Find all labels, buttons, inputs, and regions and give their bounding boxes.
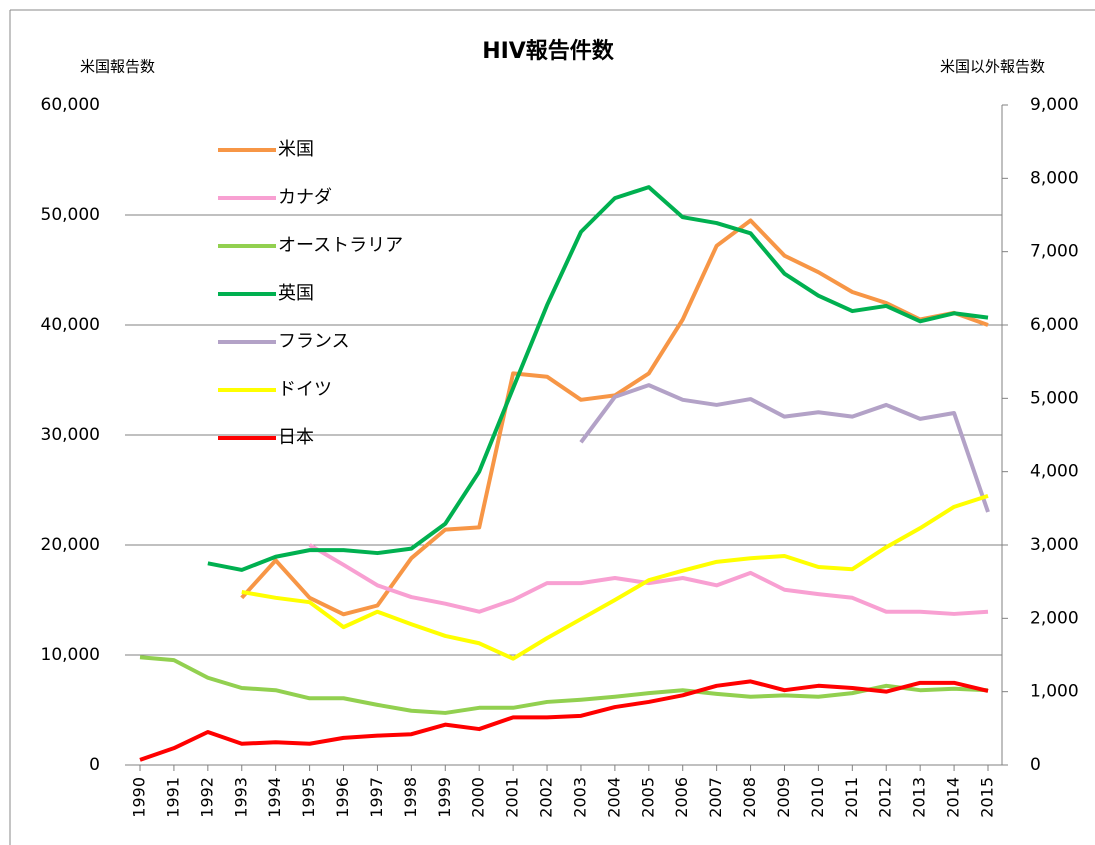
x-tick-label: 2013 xyxy=(910,777,929,818)
x-tick-label: 2004 xyxy=(604,777,623,818)
x-tick-label: 1994 xyxy=(265,777,284,818)
y-tick-label: 50,000 xyxy=(41,205,100,225)
y2-tick-label: 1,000 xyxy=(1030,682,1079,702)
series-line xyxy=(579,383,990,513)
y-tick-label: 30,000 xyxy=(41,425,100,445)
y-tick-label: 40,000 xyxy=(41,315,100,335)
y2-tick-label: 6,000 xyxy=(1030,315,1079,335)
x-tick-label: 2015 xyxy=(978,777,997,818)
y2-axis-title: 米国以外報告数 xyxy=(940,58,1045,76)
x-tick-label: 2011 xyxy=(842,777,861,818)
legend-label: 英国 xyxy=(278,283,314,304)
x-tick-label: 2010 xyxy=(808,777,827,818)
legend-label: フランス xyxy=(278,331,350,352)
chart-title: HIV報告件数 xyxy=(482,38,615,64)
y-axis-title: 米国報告数 xyxy=(80,58,155,76)
x-tick-label: 1991 xyxy=(163,777,182,818)
x-tick-label: 2000 xyxy=(469,777,488,818)
x-tick-label: 1996 xyxy=(333,777,352,818)
series-line xyxy=(139,655,989,715)
legend-label: 日本 xyxy=(278,427,314,448)
y-tick-label: 0 xyxy=(89,755,100,775)
x-tick-label: 2009 xyxy=(774,777,793,818)
x-tick-label: 1995 xyxy=(299,777,318,818)
y2-tick-label: 9,000 xyxy=(1030,95,1079,115)
x-tick-label: 1998 xyxy=(401,777,420,818)
legend-label: 米国 xyxy=(278,139,314,160)
y2-tick-label: 7,000 xyxy=(1030,242,1079,262)
legend-label: ドイツ xyxy=(278,379,332,400)
x-tick-label: 2008 xyxy=(740,777,759,818)
x-tick-label: 2014 xyxy=(944,777,963,818)
x-tick-label: 1997 xyxy=(367,777,386,818)
y2-tick-label: 2,000 xyxy=(1030,608,1079,628)
x-tick-label: 2005 xyxy=(638,777,657,818)
series-line xyxy=(139,679,989,762)
legend-label: カナダ xyxy=(278,187,332,208)
x-tick-label: 2001 xyxy=(503,777,522,818)
y2-tick-label: 0 xyxy=(1030,755,1041,775)
x-tick-label: 1990 xyxy=(130,777,149,818)
y-tick-label: 10,000 xyxy=(41,645,100,665)
y-tick-label: 20,000 xyxy=(41,535,100,555)
x-tick-label: 2012 xyxy=(876,777,895,818)
x-tick-label: 1999 xyxy=(435,777,454,818)
x-tick-label: 2003 xyxy=(570,777,589,818)
y2-tick-label: 8,000 xyxy=(1030,168,1079,188)
series-line xyxy=(207,185,989,572)
y2-tick-label: 5,000 xyxy=(1030,388,1079,408)
series-line xyxy=(241,493,989,661)
y2-tick-label: 4,000 xyxy=(1030,462,1079,482)
y-tick-label: 60,000 xyxy=(41,95,100,115)
series-line xyxy=(308,543,989,616)
x-tick-label: 2007 xyxy=(706,777,725,818)
legend-label: オーストラリア xyxy=(278,235,403,256)
x-tick-label: 2002 xyxy=(537,777,556,818)
x-tick-label: 2006 xyxy=(672,777,691,818)
y2-tick-label: 3,000 xyxy=(1030,535,1079,555)
x-tick-label: 1993 xyxy=(231,777,250,818)
x-tick-label: 1992 xyxy=(197,777,216,818)
